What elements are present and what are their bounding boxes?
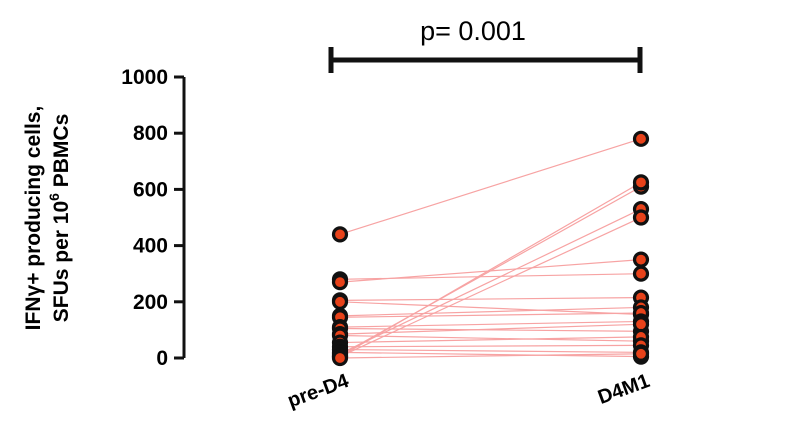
pair-line (339, 353, 642, 359)
point-pre-D4 (331, 274, 349, 291)
x-categories: pre-D4 D4M1 (285, 370, 653, 413)
point-D4M1 (632, 251, 650, 268)
y-axis-label-line2-suffix: PBMCs (50, 114, 73, 193)
pair-line (339, 320, 642, 328)
pair-line (339, 301, 642, 316)
svg-text:SFUs per 106 PBMCs: SFUs per 106 PBMCs (46, 114, 73, 323)
point-pre-D4 (331, 349, 349, 367)
y-ticks: 0 200 400 600 800 1000 (121, 66, 184, 370)
point-pre-D4 (331, 226, 349, 243)
y-tick-label: 800 (133, 122, 168, 145)
pair-line (339, 296, 642, 301)
x-category-label: D4M1 (595, 370, 653, 409)
y-tick-label: 600 (133, 178, 168, 201)
y-tick-label: 200 (133, 291, 168, 314)
y-tick-label: 0 (156, 347, 168, 370)
pair-line (339, 306, 642, 317)
pair-line (339, 348, 642, 353)
point-D4M1 (632, 345, 650, 362)
y-tick-label: 400 (133, 235, 168, 258)
y-axis-label-superscript: 6 (46, 193, 62, 201)
pair-line (339, 181, 642, 358)
point-pre-D4 (331, 293, 349, 310)
pair-line (339, 138, 642, 235)
point-D4M1 (632, 209, 650, 226)
y-axis-label: IFNγ+ producing cells, SFUs per 106 PBMC… (22, 106, 73, 331)
pair-line (339, 323, 642, 335)
data-points (331, 130, 650, 367)
pair-line (339, 216, 642, 358)
pair-line (339, 351, 642, 358)
pair-line (339, 208, 642, 355)
y-axis-label-line1: IFNγ+ producing cells, (22, 106, 45, 331)
point-D4M1 (632, 130, 650, 147)
significance-bracket: p= 0.001 (328, 16, 643, 73)
p-value-annotation: p= 0.001 (420, 16, 526, 46)
pair-line (339, 327, 642, 332)
point-D4M1 (632, 265, 650, 282)
x-category-label: pre-D4 (285, 370, 353, 413)
pair-line (339, 336, 642, 344)
pair-line (339, 334, 642, 342)
svg-text:IFNγ+ producing cells,: IFNγ+ producing cells, (22, 106, 45, 331)
point-D4M1 (632, 174, 650, 191)
y-tick-label: 1000 (121, 66, 168, 89)
pair-line (339, 344, 642, 348)
y-axis-label-line2-prefix: SFUs per 10 (50, 201, 73, 322)
pair-line (339, 312, 642, 318)
pair-lines (339, 138, 642, 359)
